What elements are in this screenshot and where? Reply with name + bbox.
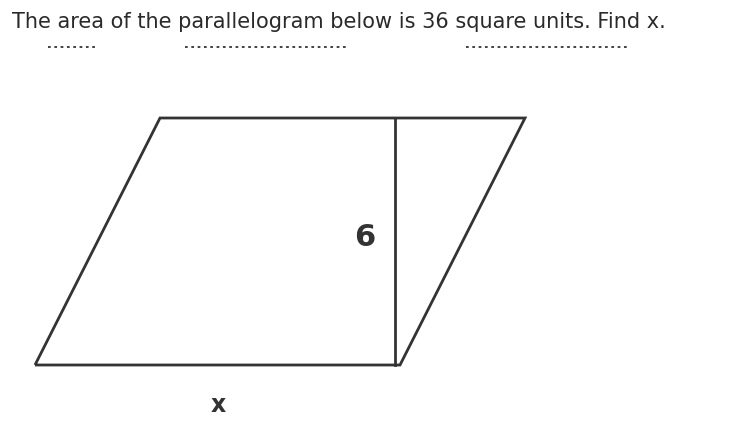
Text: 6: 6 [354, 224, 375, 252]
Text: x: x [210, 393, 226, 417]
Text: The area of the parallelogram below is 36 square units. Find x.: The area of the parallelogram below is 3… [12, 12, 666, 32]
